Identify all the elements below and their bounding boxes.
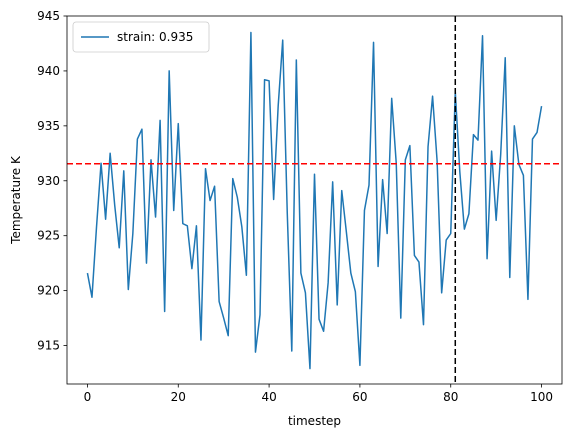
x-tick-label: 80 xyxy=(443,390,458,404)
legend-label: strain: 0.935 xyxy=(117,30,193,44)
x-tick-label: 100 xyxy=(530,390,553,404)
y-axis-label: Temperature K xyxy=(9,155,23,245)
axes: 0 20 40 60 80 100 915 920 925 930 935 940 945 xyxy=(37,9,563,404)
plot-area xyxy=(67,16,562,384)
y-tick-label: 930 xyxy=(37,174,60,188)
axes-frame xyxy=(66,15,563,385)
y-tick-label: 925 xyxy=(37,229,60,243)
legend: strain: 0.935 xyxy=(72,21,210,53)
x-tick-label: 40 xyxy=(261,390,276,404)
x-tick-label: 60 xyxy=(352,390,367,404)
y-tick-label: 920 xyxy=(37,284,60,298)
x-tick-label: 0 xyxy=(84,390,92,404)
y-tick-label: 915 xyxy=(37,339,60,353)
x-axis-label: timestep xyxy=(288,414,341,428)
y-tick-label: 940 xyxy=(37,64,60,78)
series-line-0 xyxy=(86,31,543,370)
y-tick-label: 935 xyxy=(37,119,60,133)
legend-box xyxy=(72,21,210,53)
x-tick-label: 20 xyxy=(171,390,186,404)
y-tick-label: 945 xyxy=(37,9,60,23)
